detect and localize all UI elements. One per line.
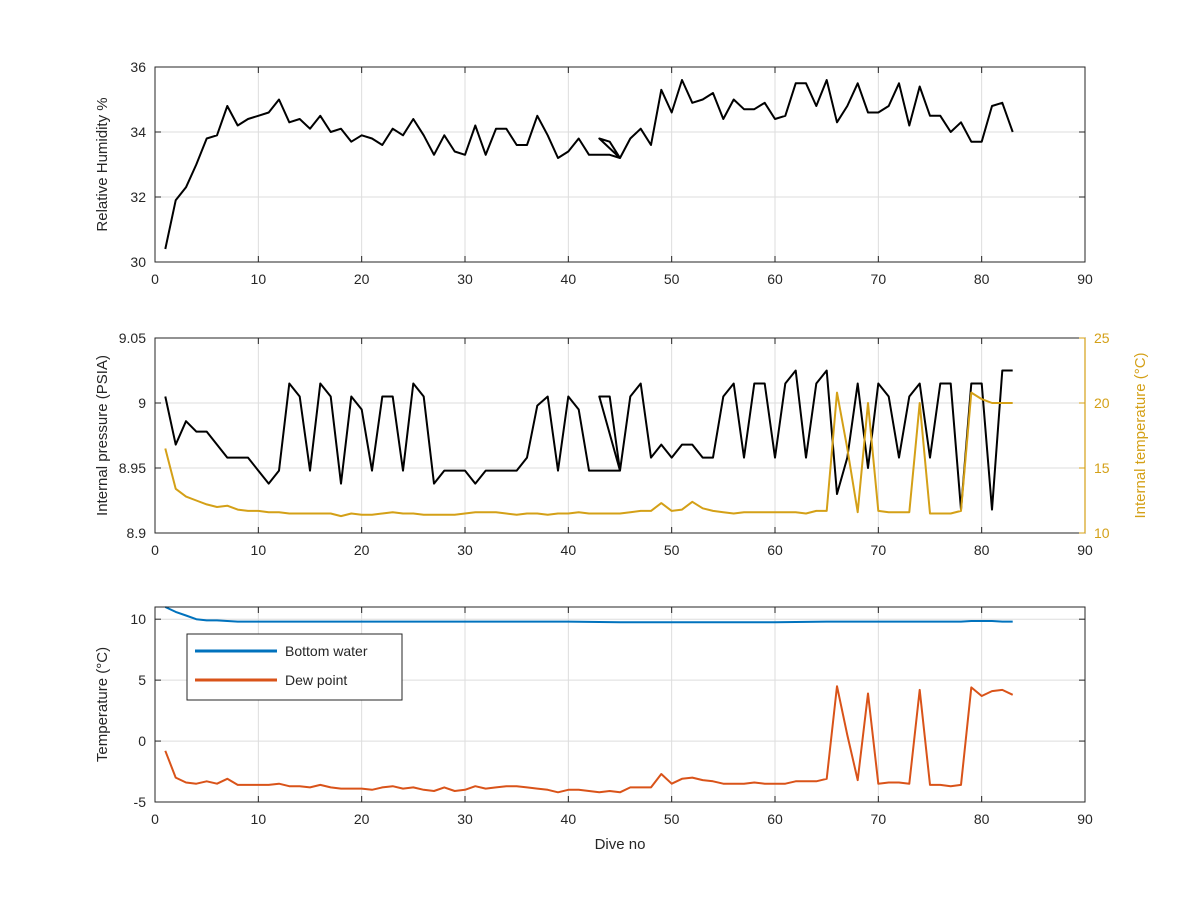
y2-tick-label: 10 [1094,525,1110,541]
y-tick-label: -5 [134,794,147,810]
y-axis-label: Internal pressure (PSIA) [94,355,111,516]
humidity-panel: 0 10 20 30 40 50 60 70 80 90 30 32 34 36 Relative Humi… [94,59,1093,287]
y2-axis-label: Internal temperature (°C) [1132,352,1149,518]
x-tick-label: 70 [871,542,887,558]
y-tick-label: 8.95 [119,460,146,476]
x-tick-label: 0 [151,811,159,827]
legend-box [186,633,403,701]
x-tick-label: 80 [974,542,990,558]
x-tick-label: 0 [151,271,159,287]
legend-label: Dew point [285,672,347,688]
x-tick-label: 70 [871,811,887,827]
x-tick-label: 60 [767,542,783,558]
series-line-humidity [164,79,1014,250]
x-tick-label: 20 [354,271,370,287]
x-axis-label: Dive no [595,836,646,853]
x-tick-label: 50 [664,271,680,287]
series-line-dew-point [164,685,1014,794]
x-tick-label: 40 [561,811,577,827]
y2-tick-label: 15 [1094,460,1110,476]
y-tick-label: 30 [130,254,146,270]
x-tick-label: 80 [974,811,990,827]
y-tick-label: 36 [130,59,146,75]
x-tick-label: 30 [457,271,473,287]
axes-box [154,606,1086,803]
y-tick-label: 0 [138,733,146,749]
y-axis-label: Relative Humidity % [94,97,111,231]
y-tick-label: 32 [130,189,146,205]
plot-area [155,67,1085,262]
y-tick-label: 5 [138,672,146,688]
legend: Bottom water Dew point [186,633,403,701]
x-tick-label: 20 [354,811,370,827]
x-tick-label: 40 [561,542,577,558]
x-tick-label: 40 [561,271,577,287]
x-tick-label: 90 [1077,811,1093,827]
y-axis-label: Temperature (°C) [94,647,111,762]
y-tick-label: 9.05 [119,330,146,346]
x-tick-label: 0 [151,542,159,558]
x-tick-label: 60 [767,271,783,287]
y-tick-label: 8.9 [127,525,147,541]
x-tick-label: 70 [871,271,887,287]
pressure-temperature-panel: 0 10 20 30 40 50 60 70 80 90 8.9 8.95 9 9.05 10 15 20 25 I… [94,330,1149,558]
series-line-pressure [164,369,1013,511]
x-tick-label: 90 [1077,542,1093,558]
series-line-internal-temperature [164,391,1013,518]
x-tick-label: 50 [664,811,680,827]
axes-box [154,66,1086,263]
x-tick-label: 90 [1077,271,1093,287]
x-tick-label: 30 [457,542,473,558]
plot-area [155,338,1085,533]
legend-label: Bottom water [285,643,368,659]
y-tick-label: 34 [130,124,146,140]
series-line-bottom-water [164,606,1013,624]
x-tick-label: 30 [457,811,473,827]
x-tick-label: 80 [974,271,990,287]
x-tick-label: 10 [251,542,267,558]
x-tick-label: 60 [767,811,783,827]
x-tick-label: 10 [251,811,267,827]
x-tick-label: 50 [664,542,680,558]
y-tick-label: 9 [138,395,146,411]
y2-tick-label: 20 [1094,395,1110,411]
y-tick-label: 10 [130,611,146,627]
x-tick-label: 10 [251,271,267,287]
y2-tick-label: 25 [1094,330,1110,346]
x-tick-label: 20 [354,542,370,558]
